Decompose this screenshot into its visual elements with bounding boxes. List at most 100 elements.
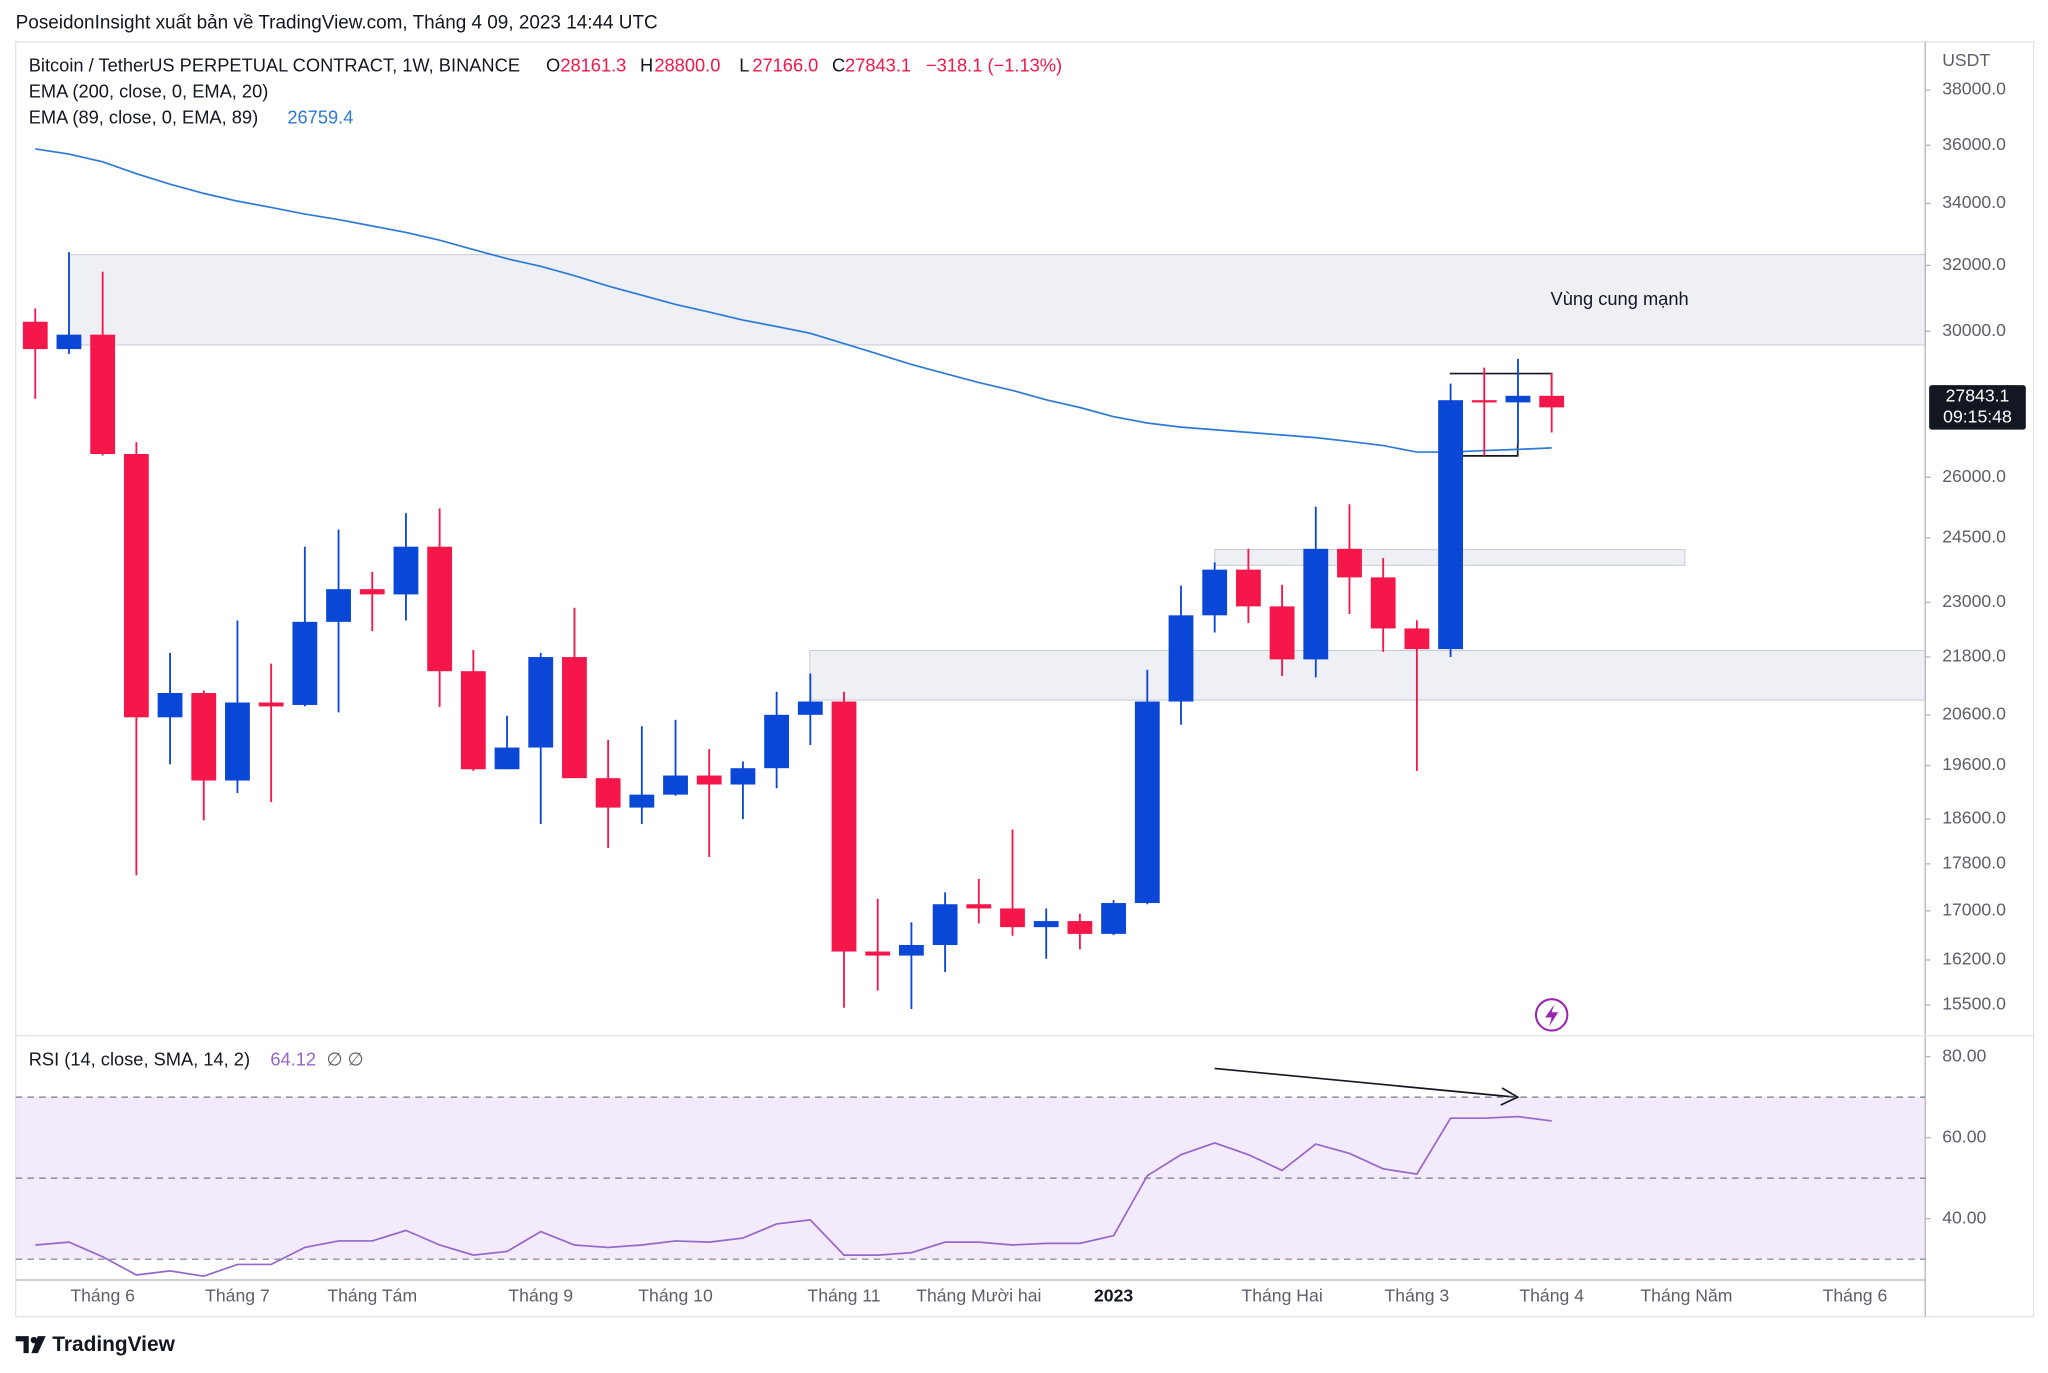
candle-body — [764, 714, 790, 769]
arrow — [1214, 1067, 1516, 1098]
candle-body — [22, 321, 48, 350]
zone — [68, 254, 1926, 346]
candle-body — [629, 794, 655, 808]
candle-body — [427, 546, 453, 672]
rsi-extras: ∅ ∅ — [327, 1048, 364, 1069]
x-tick-label: Tháng Hai — [1241, 1286, 1322, 1306]
candle-body — [292, 621, 318, 705]
candle-body — [494, 747, 520, 770]
candle-body — [865, 951, 891, 956]
chart-frame — [15, 41, 2035, 1318]
candle-body — [225, 702, 250, 781]
y-tick-label: 60.00 — [1942, 1126, 1986, 1146]
y-tick-label: 15500.0 — [1942, 994, 2006, 1014]
ohlc-key: H — [640, 54, 653, 75]
ohlc-key: C — [832, 54, 845, 75]
candle-body — [1471, 400, 1497, 403]
rsi-legend: RSI (14, close, SMA, 14, 2) — [29, 1048, 250, 1069]
zone — [809, 649, 1926, 701]
candle-body — [191, 693, 217, 781]
candle-body — [696, 775, 722, 785]
y-tick-label: 38000.0 — [1942, 79, 2006, 99]
y-tick-label: 21800.0 — [1942, 646, 2006, 666]
y-tick-label: 36000.0 — [1942, 134, 2006, 154]
x-tick-label: Tháng 9 — [508, 1286, 573, 1306]
y-tick-label: 32000.0 — [1942, 254, 2006, 274]
candle-body — [899, 944, 924, 956]
ohlc-key: O — [546, 54, 560, 75]
ohlc-value: 28161.3 — [560, 54, 626, 75]
ema-line — [35, 148, 1552, 453]
indicator-legend: EMA (200, close, 0, EMA, 20) — [29, 81, 269, 102]
candle-body — [1438, 400, 1463, 650]
ohlc-value: 27166.0 — [752, 54, 818, 75]
candle-body — [595, 778, 621, 808]
ema-value: 26759.4 — [287, 107, 353, 128]
x-tick-label: Tháng 11 — [807, 1286, 880, 1306]
y-tick-label: 20600.0 — [1942, 703, 2006, 723]
publisher: PoseidonInsight xuất bản về TradingView.… — [16, 13, 658, 34]
y-tick-label: 30000.0 — [1942, 320, 2006, 340]
candle-body — [1168, 615, 1194, 702]
annotation: Vùng cung mạnh — [1551, 288, 1689, 309]
candle-body — [258, 702, 284, 707]
candle-body — [460, 671, 486, 770]
change: −318.1 (−1.13%) — [926, 54, 1062, 75]
ema-legend: EMA (89, close, 0, EMA, 89) — [29, 107, 258, 128]
candle-body — [932, 904, 958, 945]
candle-body — [831, 701, 857, 952]
candle-body — [797, 701, 823, 715]
y-tick-label: 34000.0 — [1942, 192, 2006, 212]
x-tick-label: 2023 — [1094, 1286, 1133, 1306]
candle-body — [1101, 903, 1127, 934]
x-tick-label: Tháng 6 — [1823, 1286, 1888, 1306]
candle-body — [157, 693, 183, 718]
x-tick-label: Tháng 6 — [70, 1286, 135, 1306]
x-tick-label: Tháng 4 — [1519, 1286, 1584, 1306]
y-tick-label: 17000.0 — [1942, 899, 2006, 919]
y-tick-label: 17800.0 — [1942, 853, 2006, 873]
y-tick-label: 26000.0 — [1942, 466, 2006, 486]
price-box-label: 27843.1 — [1946, 386, 2010, 406]
candle-body — [1505, 395, 1531, 403]
y-tick-label: 40.00 — [1942, 1207, 1986, 1227]
countdown: 09:15:48 — [1943, 406, 2012, 426]
candle-body — [562, 657, 587, 779]
ohlc-value: 27843.1 — [845, 54, 911, 75]
y-tick-label: 19600.0 — [1942, 754, 2006, 774]
x-tick-label: Tháng Tám — [327, 1286, 417, 1306]
y-tick-label: 80.00 — [1942, 1045, 1986, 1065]
candle-body — [90, 334, 116, 454]
candle-body — [1370, 577, 1396, 629]
x-tick-label: Tháng 3 — [1385, 1286, 1450, 1306]
candle-body — [1033, 921, 1059, 928]
candle-body — [1000, 908, 1025, 928]
candle-body — [1303, 548, 1329, 660]
alert-icon[interactable] — [1534, 998, 1569, 1032]
y-tick-label: 16200.0 — [1942, 949, 2006, 969]
bracket — [1462, 444, 1519, 457]
y-unit: USDT — [1942, 50, 1990, 70]
arrow-head — [1500, 1087, 1520, 1106]
rsi-line — [35, 1115, 1552, 1278]
candle-body — [1134, 701, 1160, 904]
ohlc-value: 28800.0 — [654, 54, 720, 75]
brand: TradingView — [52, 1333, 175, 1356]
rsi-value: 64.12 — [270, 1048, 316, 1069]
candle-body — [966, 904, 992, 909]
candle-body — [1337, 548, 1362, 578]
candle-body — [1067, 921, 1093, 934]
candle-body — [663, 775, 688, 795]
candle-body — [1404, 628, 1430, 650]
candle-body — [326, 589, 351, 622]
x-tick-label: Tháng Mười hai — [916, 1286, 1041, 1306]
ohlc-key: L — [739, 54, 749, 75]
alert-bolt — [1545, 1004, 1559, 1027]
y-tick-label: 23000.0 — [1942, 591, 2006, 611]
candle-body — [528, 657, 554, 748]
brand-logo — [15, 1336, 46, 1354]
candle-body — [56, 334, 82, 350]
x-tick-label: Tháng Năm — [1640, 1286, 1732, 1306]
price-box — [1929, 385, 2026, 430]
symbol: Bitcoin / TetherUS PERPETUAL CONTRACT, 1… — [29, 54, 520, 75]
